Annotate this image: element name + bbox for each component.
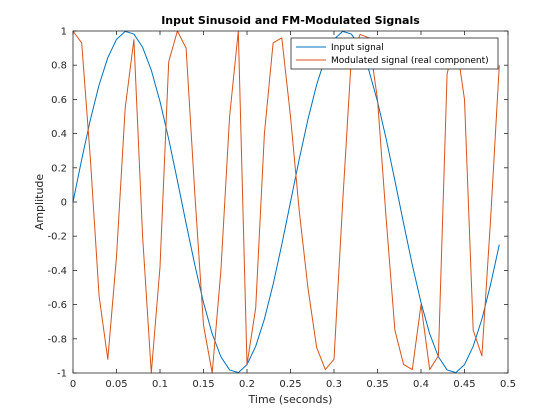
y-tick-label: -0.2 — [47, 232, 67, 243]
y-axis: -1 -0.8 -0.6 -0.4 -0.2 0 0.2 0.4 0.6 0.8 1 — [47, 27, 508, 380]
y-axis-label: Amplitude — [33, 174, 46, 231]
x-axis-label: Time (seconds) — [248, 393, 333, 406]
y-tick-label: 0 — [61, 198, 67, 209]
x-tick-label: 0.25 — [279, 379, 301, 390]
x-axis: 0 0.05 0.1 0.15 0.2 0.25 0.3 0.35 0.4 0.45 0.5 — [70, 31, 516, 390]
x-tick-label: 0.05 — [105, 379, 127, 390]
legend-label-modulated: Modulated signal (real component) — [331, 56, 489, 66]
x-tick-label: 0 — [70, 379, 76, 390]
legend-label-input: Input signal — [331, 43, 384, 53]
x-tick-label: 0.2 — [239, 379, 255, 390]
y-tick-label: -0.4 — [47, 266, 67, 277]
x-tick-label: 0.5 — [500, 379, 516, 390]
x-tick-label: 0.35 — [366, 379, 388, 390]
legend: Input signal Modulated signal (real comp… — [290, 37, 499, 70]
x-tick-label: 0.4 — [413, 379, 429, 390]
y-tick-label: 1 — [61, 27, 67, 38]
chart-title: Input Sinusoid and FM-Modulated Signals — [161, 14, 420, 27]
x-tick-label: 0.3 — [326, 379, 342, 390]
plot-content — [72, 30, 500, 374]
y-tick-label: -0.8 — [47, 334, 67, 345]
legend-box — [290, 37, 499, 70]
x-tick-label: 0.45 — [453, 379, 475, 390]
y-tick-label: -0.6 — [47, 300, 67, 311]
x-tick-label: 0.1 — [152, 379, 168, 390]
y-tick-label: 0.2 — [51, 163, 67, 174]
y-tick-label: 0.6 — [51, 95, 67, 106]
y-tick-label: -1 — [57, 369, 67, 380]
series-line-modulated — [72, 30, 500, 374]
y-tick-label: 0.8 — [51, 61, 67, 72]
x-tick-label: 0.15 — [192, 379, 214, 390]
y-tick-label: 0.4 — [51, 129, 67, 140]
series-line-input — [72, 30, 500, 374]
